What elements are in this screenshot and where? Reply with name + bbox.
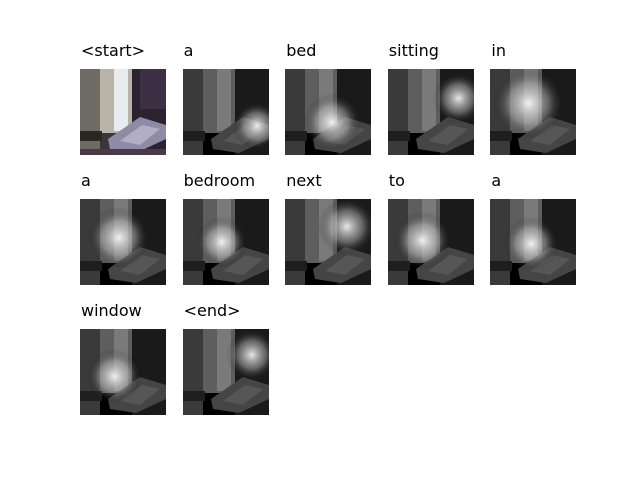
attention-cell: next [285,171,372,285]
token-label: a [491,171,502,190]
attention-cell: to [387,171,474,285]
attention-cell: sitting [387,41,474,155]
attention-map [80,199,166,285]
attention-map [285,199,372,285]
attention-map [490,199,577,285]
attention-map [285,69,372,155]
attention-map [182,199,269,285]
attention-cell: bedroom [182,171,269,285]
input-image [80,69,166,155]
token-label: sitting [388,41,439,60]
token-label: a [183,41,194,60]
attention-cell: <end> [182,301,269,415]
attention-map [182,329,269,415]
attention-map [387,69,474,155]
token-label: in [491,41,506,60]
token-label: to [388,171,405,190]
attention-map [490,69,577,155]
attention-cell: a [80,171,166,285]
token-label: bedroom [183,171,256,190]
attention-map [80,329,166,415]
attention-map [182,69,269,155]
token-label: a [81,171,91,190]
attention-cell: <start> [80,41,166,155]
attention-cell: a [490,171,577,285]
token-label: <start> [81,41,146,60]
token-label: <end> [183,301,241,320]
attention-cell: a [182,41,269,155]
attention-cell: window [80,301,166,415]
token-label: window [81,301,142,320]
attention-cell: bed [285,41,372,155]
token-label: bed [286,41,317,60]
attention-map [387,199,474,285]
attention-cell: in [490,41,577,155]
token-label: next [286,171,322,190]
